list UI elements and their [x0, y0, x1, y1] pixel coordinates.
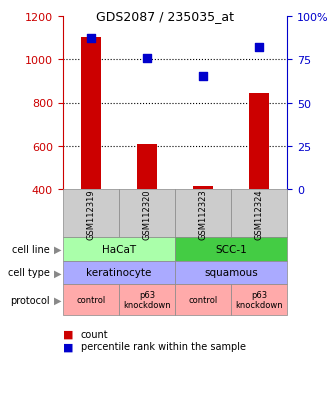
Text: HaCaT: HaCaT — [102, 244, 136, 254]
Text: control: control — [76, 296, 105, 304]
Text: SCC-1: SCC-1 — [215, 244, 247, 254]
Text: ▶: ▶ — [54, 268, 61, 278]
Text: ■: ■ — [63, 342, 73, 351]
Text: control: control — [188, 296, 217, 304]
Text: percentile rank within the sample: percentile rank within the sample — [81, 342, 246, 351]
Bar — [249, 93, 269, 190]
Text: GSM112320: GSM112320 — [142, 188, 151, 239]
Text: ▶: ▶ — [54, 295, 61, 305]
Text: cell type: cell type — [8, 268, 50, 278]
Text: GSM112324: GSM112324 — [254, 188, 264, 239]
Text: GDS2087 / 235035_at: GDS2087 / 235035_at — [96, 10, 234, 23]
Point — [200, 74, 206, 81]
Point — [88, 36, 93, 43]
Text: GSM112323: GSM112323 — [198, 188, 208, 239]
Text: squamous: squamous — [204, 268, 258, 278]
Bar — [81, 38, 101, 190]
Text: protocol: protocol — [10, 295, 50, 305]
Text: count: count — [81, 329, 109, 339]
Text: p63
knockdown: p63 knockdown — [123, 290, 171, 310]
Text: cell line: cell line — [12, 244, 50, 254]
Text: ■: ■ — [63, 329, 73, 339]
Point — [144, 55, 149, 62]
Text: p63
knockdown: p63 knockdown — [235, 290, 283, 310]
Text: GSM112319: GSM112319 — [86, 188, 95, 239]
Bar — [193, 187, 213, 190]
Text: ▶: ▶ — [54, 244, 61, 254]
Text: keratinocyte: keratinocyte — [86, 268, 151, 278]
Bar — [137, 145, 157, 190]
Point — [256, 45, 262, 51]
